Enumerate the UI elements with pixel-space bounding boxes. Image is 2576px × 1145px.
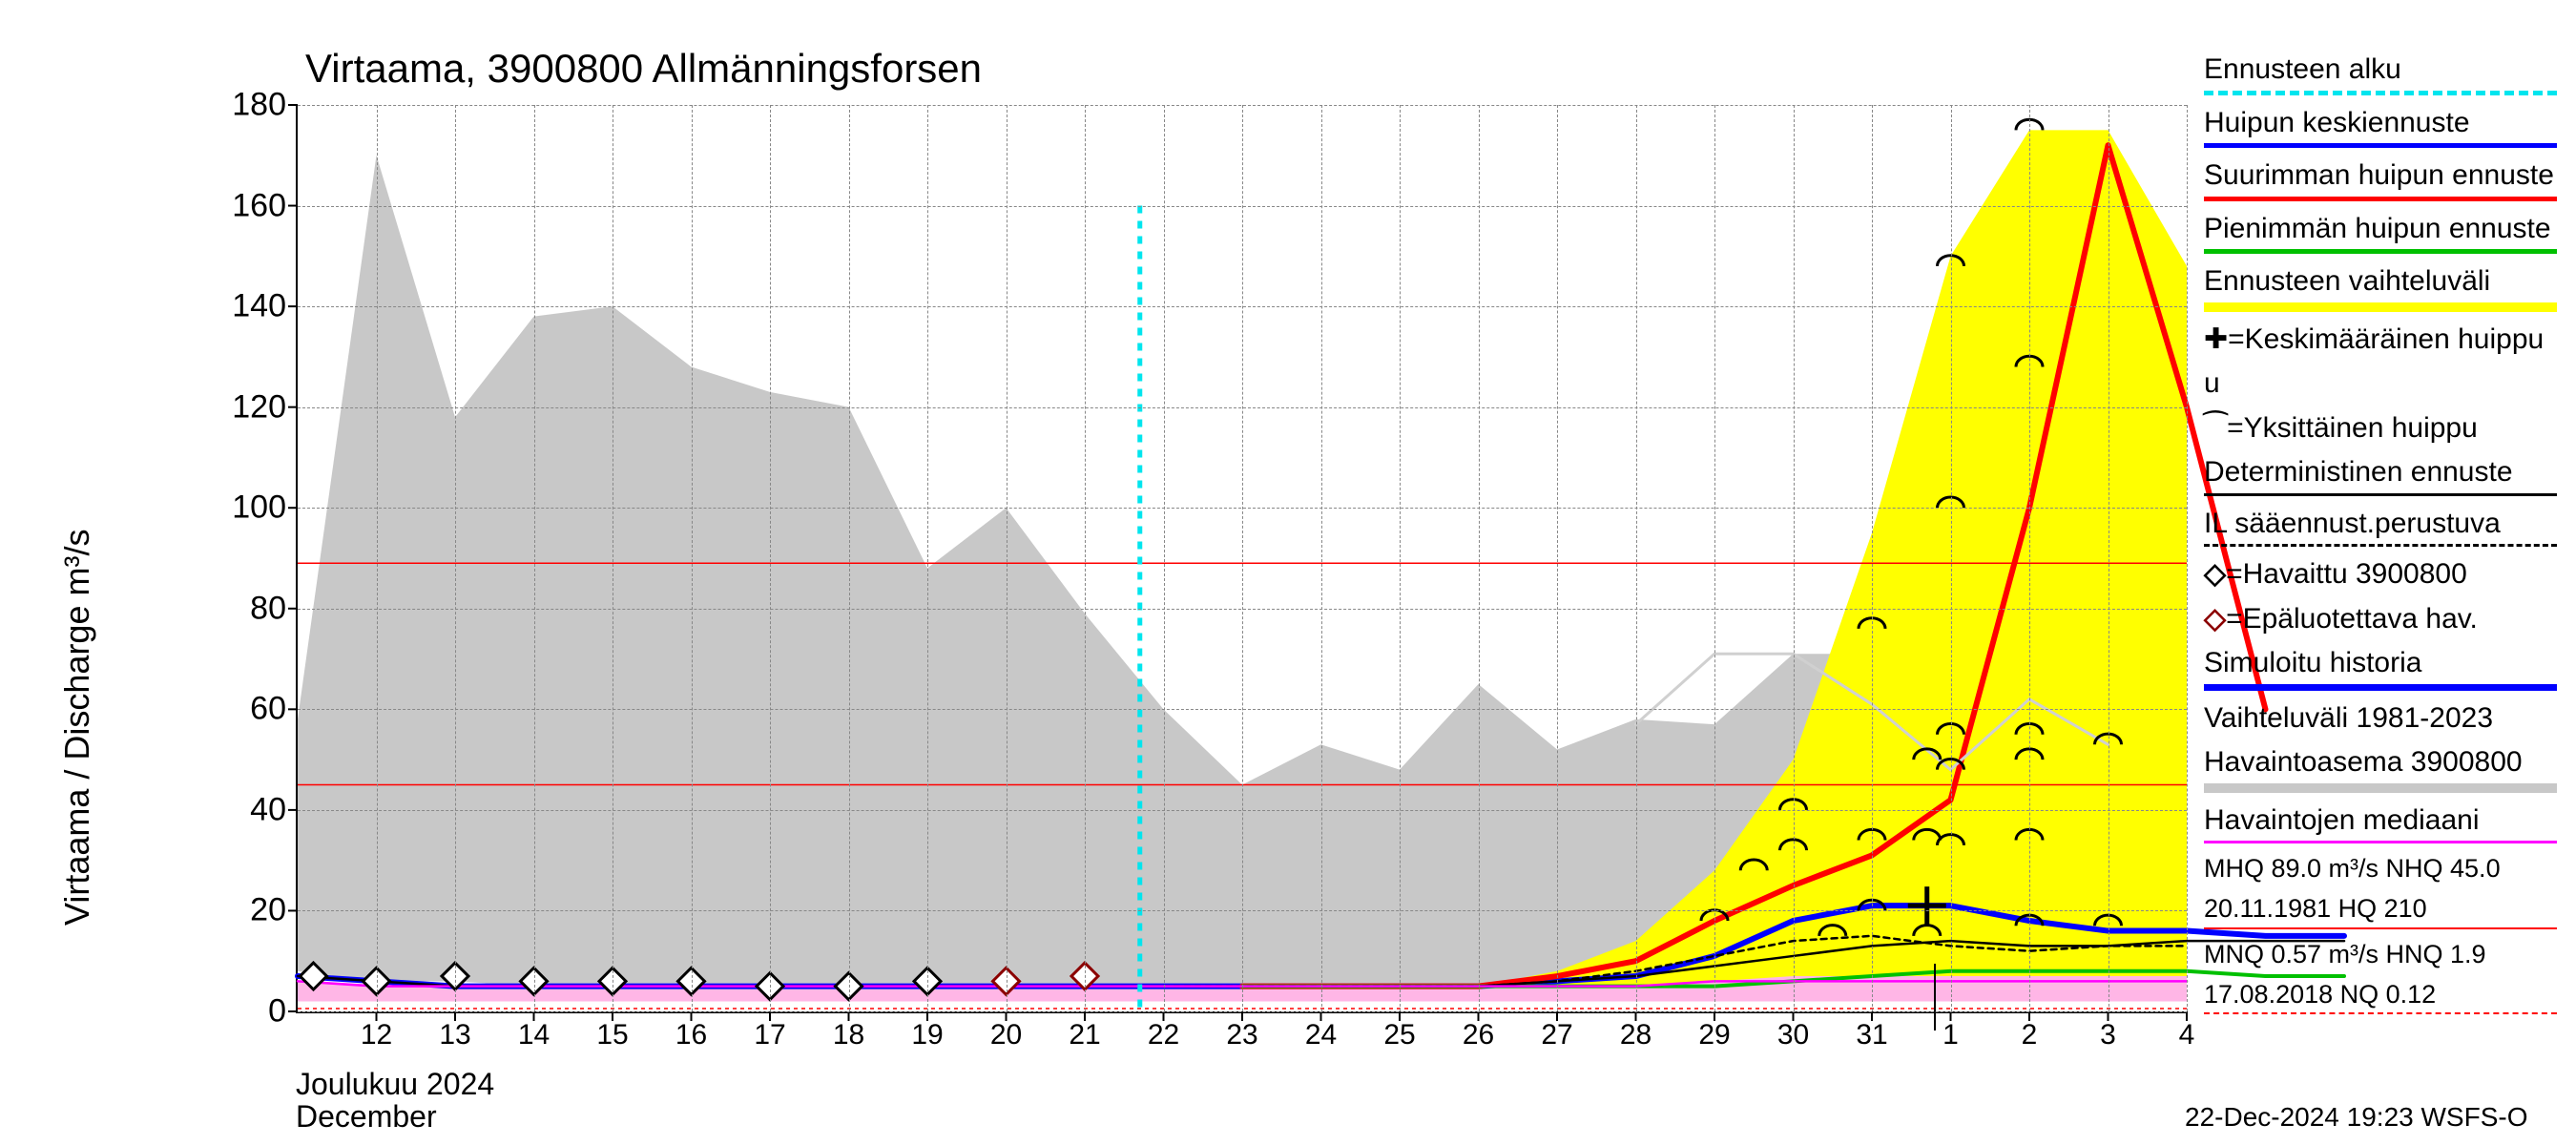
x-tick-label: 24: [1305, 1019, 1337, 1051]
x-tick-label: 27: [1541, 1019, 1572, 1051]
legend-item: Ennusteen vaihteluväli: [2204, 260, 2566, 304]
x-tick-label: 22: [1148, 1019, 1179, 1051]
x-tick-label: 26: [1463, 1019, 1494, 1051]
y-tick-label: 180: [232, 87, 286, 124]
grid-line-v: [692, 105, 693, 1011]
grid-line-v: [2029, 105, 2030, 1011]
grid-line-v: [849, 105, 850, 1011]
x-axis-label-fi: Joulukuu 2024: [296, 1067, 494, 1102]
x-tick-label: 14: [518, 1019, 550, 1051]
y-tick-label: 100: [232, 489, 286, 527]
legend-item: ◇=Epäluotettava hav.: [2204, 597, 2566, 642]
x-tick-label: 4: [2179, 1019, 2195, 1051]
x-tick-label: 20: [990, 1019, 1022, 1051]
chart-title: Virtaama, 3900800 Allmänningsforsen: [305, 46, 982, 92]
x-tick-label: 21: [1069, 1019, 1100, 1051]
grid-line-v: [1951, 105, 1952, 1011]
legend-item: MNQ 0.57 m³/s HNQ 1.9: [2204, 935, 2566, 975]
grid-line-v: [1321, 105, 1322, 1011]
x-tick-label: 17: [754, 1019, 785, 1051]
y-tick-label: 140: [232, 288, 286, 325]
legend-item: Huipun keskiennuste: [2204, 101, 2566, 146]
grid-line-v: [377, 105, 378, 1011]
legend-item: 17.08.2018 NQ 0.12: [2204, 975, 2566, 1015]
grid-line-v: [1479, 105, 1480, 1011]
grid-line-v: [927, 105, 928, 1011]
grid-line-v: [2187, 105, 2188, 1011]
grid-line-v: [770, 105, 771, 1011]
grid-line-v: [1636, 105, 1637, 1011]
grid-line-v: [1085, 105, 1086, 1011]
y-tick-label: 20: [250, 892, 286, 929]
grid-line-v: [1400, 105, 1401, 1011]
x-tick-label: 15: [596, 1019, 628, 1051]
legend: Ennusteen alku Huipun keskiennuste Suurimm…: [2204, 48, 2566, 1020]
x-tick-label: 13: [439, 1019, 470, 1051]
x-tick-label: 30: [1777, 1019, 1809, 1051]
y-tick-label: 80: [250, 590, 286, 627]
x-tick-label: 16: [675, 1019, 707, 1051]
grid-line-v: [455, 105, 456, 1011]
legend-item: ✚=Keskimääräinen huippu: [2204, 318, 2566, 363]
legend-item: 20.11.1981 HQ 210: [2204, 889, 2566, 929]
grid-line-v: [1872, 105, 1873, 1011]
y-tick-label: 120: [232, 388, 286, 426]
grid-line-v: [1714, 105, 1715, 1011]
grid-line-v: [1794, 105, 1795, 1011]
legend-item: Havaintoasema 3900800: [2204, 740, 2566, 785]
y-tick-label: 160: [232, 187, 286, 224]
footer-timestamp: 22-Dec-2024 19:23 WSFS-O: [2185, 1102, 2528, 1133]
x-tick-label: 3: [2100, 1019, 2116, 1051]
legend-item: ◇=Havaittu 3900800: [2204, 552, 2566, 597]
x-tick-label: 19: [911, 1019, 943, 1051]
x-tick-label: 29: [1698, 1019, 1730, 1051]
y-tick-label: 60: [250, 691, 286, 728]
plot-area: 0204060801001201401601801213141516171819…: [296, 105, 2187, 1013]
grid-line-v: [1007, 105, 1008, 1011]
y-tick-label: 40: [250, 791, 286, 828]
x-tick-label: 23: [1226, 1019, 1257, 1051]
y-axis-label: Virtaama / Discharge m³/s: [57, 530, 97, 926]
legend-item: Havaintojen mediaani: [2204, 799, 2566, 843]
grid-line-v: [1557, 105, 1558, 1011]
legend-item: u: [2204, 362, 2566, 406]
legend-item: Simuloitu historia: [2204, 641, 2566, 686]
x-tick-label: 28: [1620, 1019, 1652, 1051]
x-tick-label: 1: [1942, 1019, 1959, 1051]
grid-line-h: [298, 1011, 2187, 1012]
legend-item: Ennusteen alku: [2204, 48, 2566, 93]
x-tick-label: 12: [361, 1019, 392, 1051]
legend-item: IL sääennust.perustuva: [2204, 502, 2566, 547]
x-tick-label: 31: [1856, 1019, 1887, 1051]
legend-item: MHQ 89.0 m³/s NHQ 45.0: [2204, 849, 2566, 889]
grid-line-v: [1164, 105, 1165, 1011]
grid-line-v: [534, 105, 535, 1011]
y-tick-label: 0: [268, 993, 286, 1030]
x-tick-label: 25: [1383, 1019, 1415, 1051]
legend-item: Deterministinen ennuste: [2204, 450, 2566, 495]
x-tick-label: 18: [833, 1019, 864, 1051]
x-axis-label-en: December: [296, 1099, 437, 1135]
x-tick-label: 2: [2022, 1019, 2038, 1051]
legend-item: Suurimman huipun ennuste: [2204, 154, 2566, 198]
legend-item: ⁀=Yksittäinen huippu: [2204, 406, 2566, 451]
legend-item: Vaihteluväli 1981-2023: [2204, 697, 2566, 741]
grid-line-v: [1242, 105, 1243, 1011]
legend-item: Pienimmän huipun ennuste: [2204, 207, 2566, 252]
